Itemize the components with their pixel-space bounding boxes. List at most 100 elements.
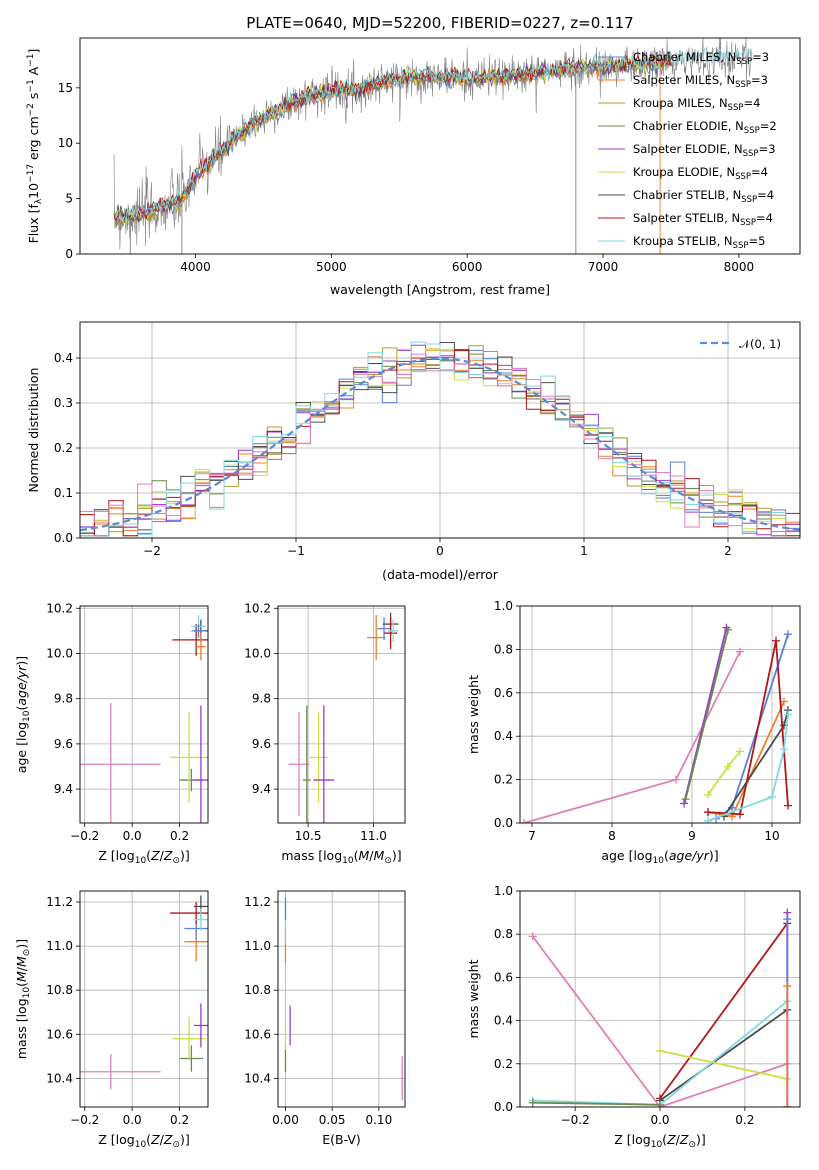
y-tick-label: 0.0: [494, 816, 513, 830]
legend-label: Salpeter ELODIE, NSSP=3: [633, 142, 776, 159]
x-tick-label: −0.2: [561, 1113, 590, 1127]
data-point-marker: [784, 710, 792, 719]
y-axis-label: mass [log10(M/M⊙)]: [14, 939, 32, 1059]
x-tick-label: 0.2: [170, 829, 189, 843]
x-tick-label: 0.00: [272, 1113, 299, 1127]
x-tick-label: 8000: [724, 260, 755, 274]
x-tick-label: 0.05: [319, 1113, 346, 1127]
x-tick-label: 4000: [180, 260, 211, 274]
y-tick-label: 0.8: [494, 642, 513, 656]
data-point-marker: [724, 762, 732, 771]
data-point-marker: [704, 808, 712, 817]
legend-label: Kroupa STELIB, NSSP=5: [633, 234, 765, 251]
x-axis-label: Z [log10(Z/Z⊙)]: [614, 1132, 706, 1150]
data-point-marker: [672, 775, 680, 784]
y-tick-label: 10.8: [244, 983, 271, 997]
y-tick-label: 9.4: [54, 782, 73, 796]
x-tick-label: 0.10: [365, 1113, 392, 1127]
x-tick-label: 9: [688, 829, 696, 843]
y-tick-label: 10.4: [46, 1071, 73, 1085]
plot-area: [80, 895, 208, 1090]
y-tick-label: 10.0: [244, 646, 271, 660]
x-tick-label: 0.2: [170, 1113, 189, 1127]
y-tick-label: 10.8: [46, 983, 73, 997]
y-tick-label: 5: [65, 192, 73, 206]
data-point-marker: [736, 647, 744, 656]
data-point-marker: [528, 932, 537, 941]
y-tick-label: 10.2: [46, 601, 73, 615]
plot-area: [113, 38, 753, 254]
x-axis-label: (data-model)/error: [382, 567, 499, 582]
x-tick-label: 1: [580, 544, 588, 558]
y-tick-label: 0.0: [54, 531, 73, 545]
data-point-marker: [680, 799, 688, 808]
y-tick-label: 0.8: [494, 927, 513, 941]
x-axis-label: Z [log10(Z/Z⊙)]: [98, 1132, 190, 1150]
plot-area: [520, 623, 792, 823]
data-point-marker: [780, 697, 788, 706]
series-line-SS: [659, 922, 789, 1099]
data-point-marker: [704, 790, 712, 799]
series-line-pink: [531, 935, 788, 1107]
data-point-marker: [656, 1100, 664, 1107]
axes-frame: [79, 37, 801, 255]
data-point-marker: [784, 630, 792, 639]
x-tick-label: 10: [764, 829, 779, 843]
x-tick-label: 10.5: [295, 829, 322, 843]
y-axis-label: mass weight: [466, 959, 481, 1038]
legend-label: Chabrier ELODIE, NSSP=2: [633, 119, 777, 136]
data-point-marker: [783, 1103, 792, 1107]
x-tick-label: 8: [608, 829, 616, 843]
series-line-KE: [659, 1049, 788, 1080]
y-tick-label: 10.4: [244, 1071, 271, 1085]
data-point-marker: [656, 1046, 664, 1055]
x-tick-label: −0.2: [70, 1113, 99, 1127]
y-tick-label: 11.0: [244, 939, 271, 953]
y-tick-label: 0.4: [494, 729, 513, 743]
x-axis-label: age [log10(age/yr)]: [601, 848, 718, 866]
y-tick-label: 0.0: [494, 1100, 513, 1114]
plot-area: [284, 897, 403, 1101]
axes-frame: [519, 605, 801, 824]
x-tick-label: −0.2: [70, 829, 99, 843]
axes-frame: [277, 605, 406, 824]
axes-frame: [79, 321, 801, 539]
data-point-marker: [772, 636, 780, 645]
y-tick-label: 10: [58, 136, 73, 150]
data-point-marker: [783, 915, 792, 924]
model-KS: [113, 47, 753, 222]
plot-area: [288, 612, 399, 823]
legend-label: Kroupa ELODIE, NSSP=4: [633, 165, 768, 182]
x-tick-label: 7: [528, 829, 536, 843]
legend-label: Kroupa MILES, NSSP=4: [633, 96, 760, 113]
y-tick-label: 1.0: [494, 599, 513, 613]
model-SS: [113, 52, 672, 222]
legend-label: 𝒩(0, 1): [739, 337, 781, 351]
axes-frame: [79, 890, 209, 1108]
y-tick-label: 0.2: [494, 1057, 513, 1071]
legend-label: Salpeter STELIB, NSSP=4: [633, 211, 773, 228]
y-tick-label: 9.8: [252, 692, 271, 706]
legend-label: Salpeter MILES, NSSP=3: [633, 73, 768, 90]
data-point-marker: [724, 625, 732, 634]
y-tick-label: 11.2: [244, 895, 271, 909]
x-tick-label: 2: [724, 544, 732, 558]
data-point-marker: [736, 810, 744, 819]
x-axis-label: Z [log10(Z/Z⊙)]: [98, 848, 190, 866]
legend-label: Chabrier MILES, NSSP=3: [633, 50, 769, 67]
y-axis-label: Normed distribution: [26, 368, 41, 493]
series-line-CE: [532, 1101, 661, 1106]
gaussian-curve: [80, 357, 800, 532]
y-tick-label: 10.6: [46, 1027, 73, 1041]
y-tick-label: 9.8: [54, 692, 73, 706]
y-tick-label: 0.6: [494, 970, 513, 984]
y-tick-label: 10.2: [244, 601, 271, 615]
y-tick-label: 1.0: [494, 884, 513, 898]
data-point-marker: [784, 801, 792, 810]
y-tick-label: 9.6: [252, 737, 271, 751]
y-axis-label: Flux [fλ10−17 erg cm−2 s−1 A−1]: [26, 49, 44, 244]
x-axis-label: mass [log10(M/M⊙)]: [281, 848, 401, 866]
data-point-marker: [704, 816, 712, 823]
y-tick-label: 0.2: [494, 773, 513, 787]
